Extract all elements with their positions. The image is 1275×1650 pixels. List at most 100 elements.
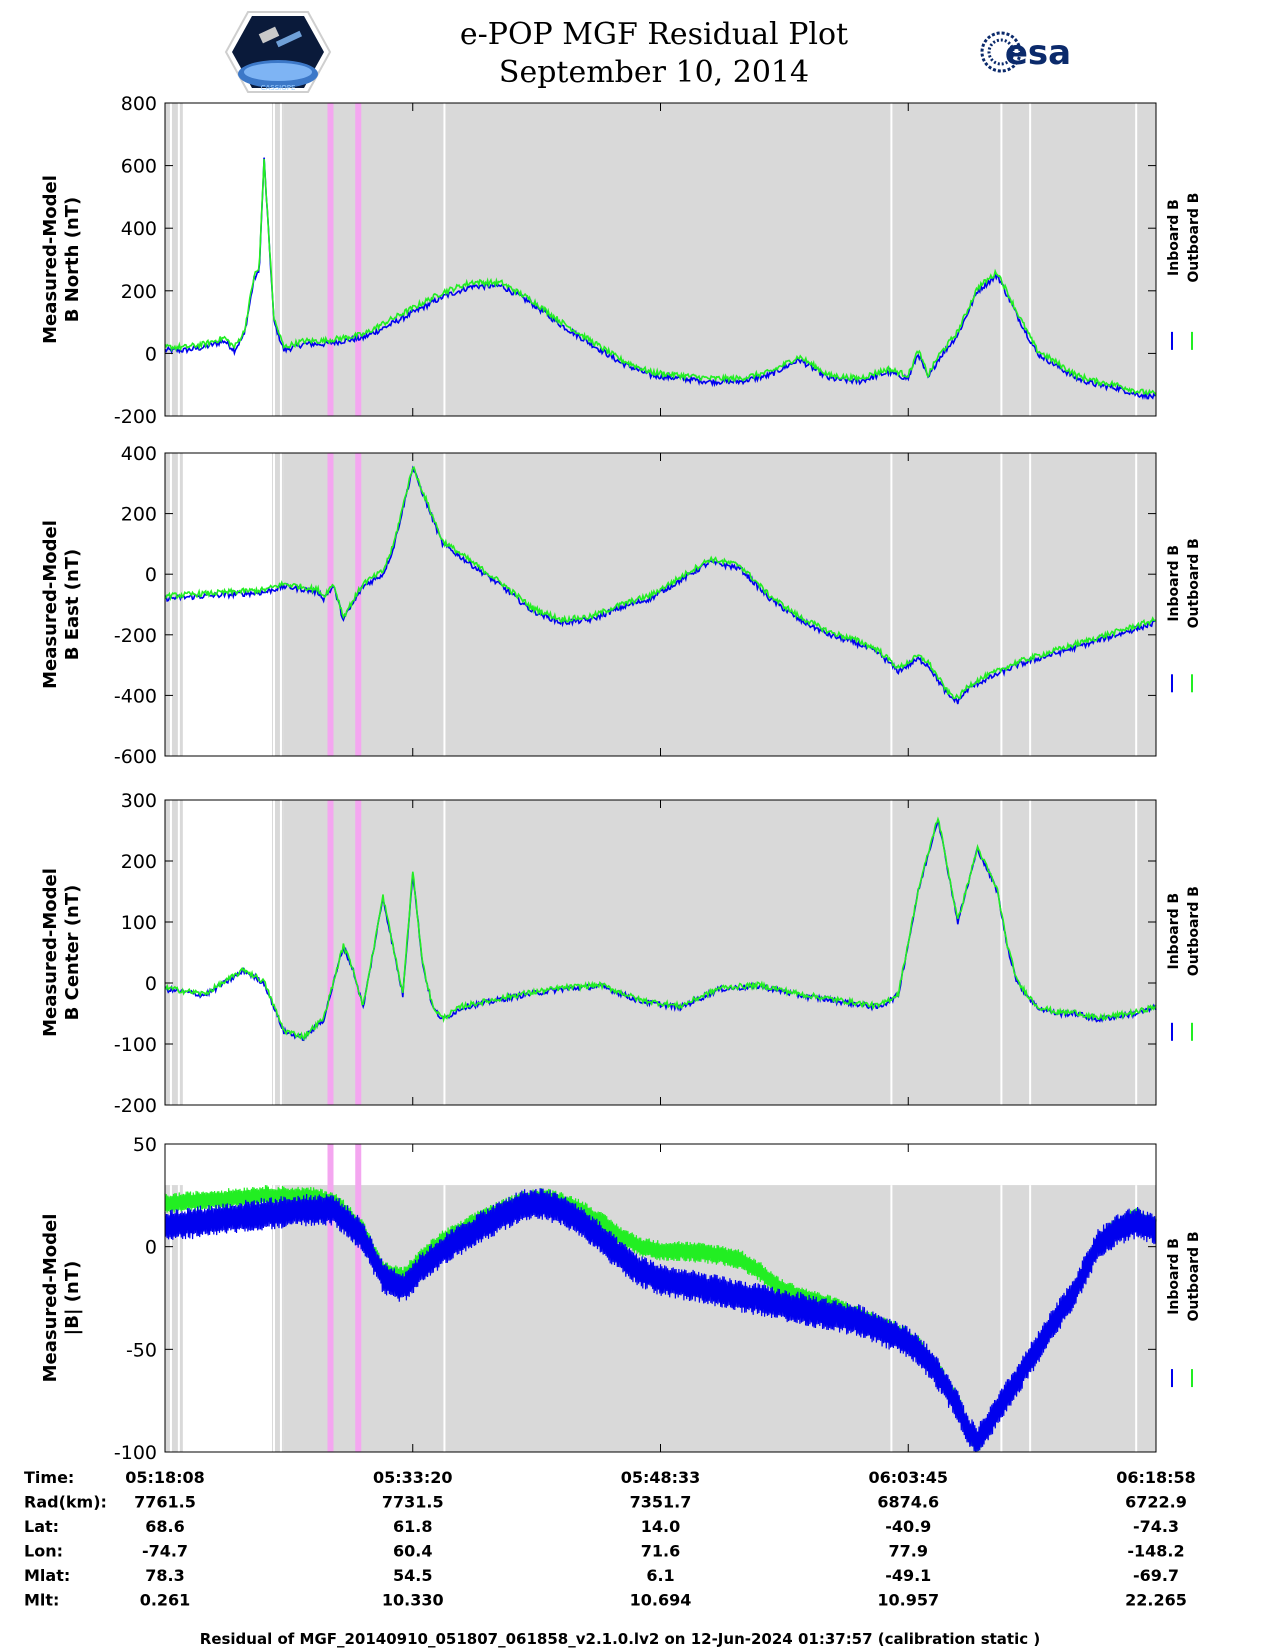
series-line-outboard	[164, 816, 1157, 1042]
legend: Inboard B Outboard B	[1166, 538, 1202, 693]
data-coverage-strip	[165, 103, 183, 416]
esa-logo: esa	[980, 31, 1071, 73]
table-row-label: Time:	[24, 1468, 74, 1487]
legend-label-outboard: Outboard B	[1186, 1231, 1202, 1321]
y-tick-label: 0	[145, 343, 157, 365]
y-tick-label: 0	[145, 973, 157, 995]
table-cell: 10.957	[877, 1591, 939, 1610]
table-row-label: Rad(km):	[24, 1493, 107, 1512]
table-cell: -40.9	[885, 1517, 931, 1536]
legend-label-inboard: Inboard B	[1166, 1238, 1182, 1315]
y-tick-label: 400	[121, 218, 157, 240]
legend-label-inboard: Inboard B	[1166, 545, 1182, 622]
legend: Inboard B Outboard B	[1166, 886, 1202, 1041]
series-line-outboard	[164, 465, 1157, 700]
data-coverage-background	[283, 800, 1156, 1105]
legend-label-outboard: Outboard B	[1186, 886, 1202, 976]
y-tick-label: 200	[121, 281, 157, 303]
event-band	[355, 453, 362, 756]
panel-center: 300 200 100 0 -100 -200 Measured-Model B Center…	[40, 790, 1202, 1117]
table-cell: 54.5	[393, 1566, 432, 1585]
data-gap-region	[165, 103, 284, 416]
event-band	[327, 800, 334, 1105]
event-band	[355, 1144, 362, 1452]
event-band	[327, 453, 334, 756]
data-coverage-strip	[165, 800, 183, 1105]
table-cell: 05:18:08	[125, 1468, 205, 1487]
y-tick-label: -200	[114, 625, 157, 647]
table-row-label: Lat:	[24, 1517, 59, 1536]
table-cell: 6.1	[646, 1566, 674, 1585]
y-tick-label: -100	[114, 1442, 157, 1464]
table-cell: 78.3	[145, 1566, 184, 1585]
event-band	[355, 800, 362, 1105]
data-gap-region	[165, 800, 284, 1105]
table-cell: 0.261	[140, 1591, 191, 1610]
table-cell: 05:48:33	[621, 1468, 701, 1487]
y-tick-label: 100	[121, 912, 157, 934]
data-gap-region	[165, 453, 284, 756]
y-axis-label: Measured-Model	[40, 1214, 61, 1383]
y-tick-label: 200	[121, 851, 157, 873]
legend: Inboard B Outboard B	[1166, 1231, 1202, 1388]
y-tick-label: 0	[145, 1237, 157, 1259]
esa-logo-text: esa	[1005, 33, 1071, 73]
y-tick-label: -200	[114, 1095, 157, 1117]
table-row-label: Mlat:	[24, 1566, 70, 1585]
y-tick-label: -100	[114, 1034, 157, 1056]
data-coverage-background	[283, 1185, 1156, 1452]
data-coverage-strip	[272, 800, 284, 1105]
table-cell: 10.330	[382, 1591, 444, 1610]
y-tick-label: 400	[121, 443, 157, 465]
cassiope-logo-text: CASSIOPE	[261, 84, 296, 92]
table-cell: 06:18:58	[1116, 1468, 1196, 1487]
table-row-label: Lon:	[24, 1542, 63, 1561]
table-cell: -49.1	[885, 1566, 931, 1585]
ephemeris-table: Time: Rad(km): Lat: Lon: Mlat: Mlt: 05:18:08 77…	[24, 1468, 1196, 1610]
table-cell: 68.6	[145, 1517, 184, 1536]
legend-label-outboard: Outboard B	[1186, 538, 1202, 628]
y-tick-label: -600	[114, 746, 157, 768]
y-tick-label: 50	[133, 1134, 157, 1156]
data-coverage-background	[283, 103, 1156, 416]
table-cell: 7761.5	[134, 1493, 196, 1512]
plot-title: e-POP MGF Residual Plot	[460, 17, 848, 52]
series-line-outboard	[164, 158, 1157, 396]
y-tick-label: 600	[121, 156, 157, 178]
table-cell: 7351.7	[630, 1493, 692, 1512]
plot-date: September 10, 2014	[499, 55, 809, 90]
y-tick-label: 0	[145, 564, 157, 586]
legend-label-inboard: Inboard B	[1166, 893, 1182, 970]
table-cell: 22.265	[1125, 1591, 1187, 1610]
y-axis-label: Measured-Model	[40, 868, 61, 1037]
y-tick-label: -200	[114, 406, 157, 428]
legend-label-outboard: Outboard B	[1186, 193, 1202, 283]
data-coverage-strip	[165, 453, 183, 756]
event-band	[355, 103, 362, 416]
y-tick-label: 800	[121, 93, 157, 115]
table-cell: 7731.5	[382, 1493, 444, 1512]
event-band	[327, 103, 334, 416]
table-cell: -148.2	[1127, 1542, 1184, 1561]
data-coverage-strip	[272, 453, 284, 756]
table-cell: 14.0	[641, 1517, 680, 1536]
y-axis-label: Measured-Model	[40, 175, 61, 344]
y-tick-label: -50	[126, 1339, 157, 1361]
series-line-inboard	[164, 1188, 1157, 1453]
table-cell: -74.7	[142, 1542, 188, 1561]
footer-caption: Residual of MGF_20140910_051807_061858_v…	[200, 1630, 1040, 1648]
y-tick-label: 300	[121, 790, 157, 812]
y-axis-label: Measured-Model	[40, 520, 61, 689]
table-cell: 10.694	[630, 1591, 692, 1610]
table-cell: 6722.9	[1125, 1493, 1187, 1512]
table-cell: -69.7	[1133, 1566, 1179, 1585]
y-tick-label: -400	[114, 685, 157, 707]
table-cell: 77.9	[889, 1542, 928, 1561]
event-band	[327, 1144, 334, 1452]
y-axis-label: |B| (nT)	[62, 1261, 83, 1336]
table-cell: 71.6	[641, 1542, 680, 1561]
y-axis-label: B East (nT)	[62, 549, 83, 661]
table-cell: 60.4	[393, 1542, 432, 1561]
data-coverage-background	[283, 453, 1156, 756]
